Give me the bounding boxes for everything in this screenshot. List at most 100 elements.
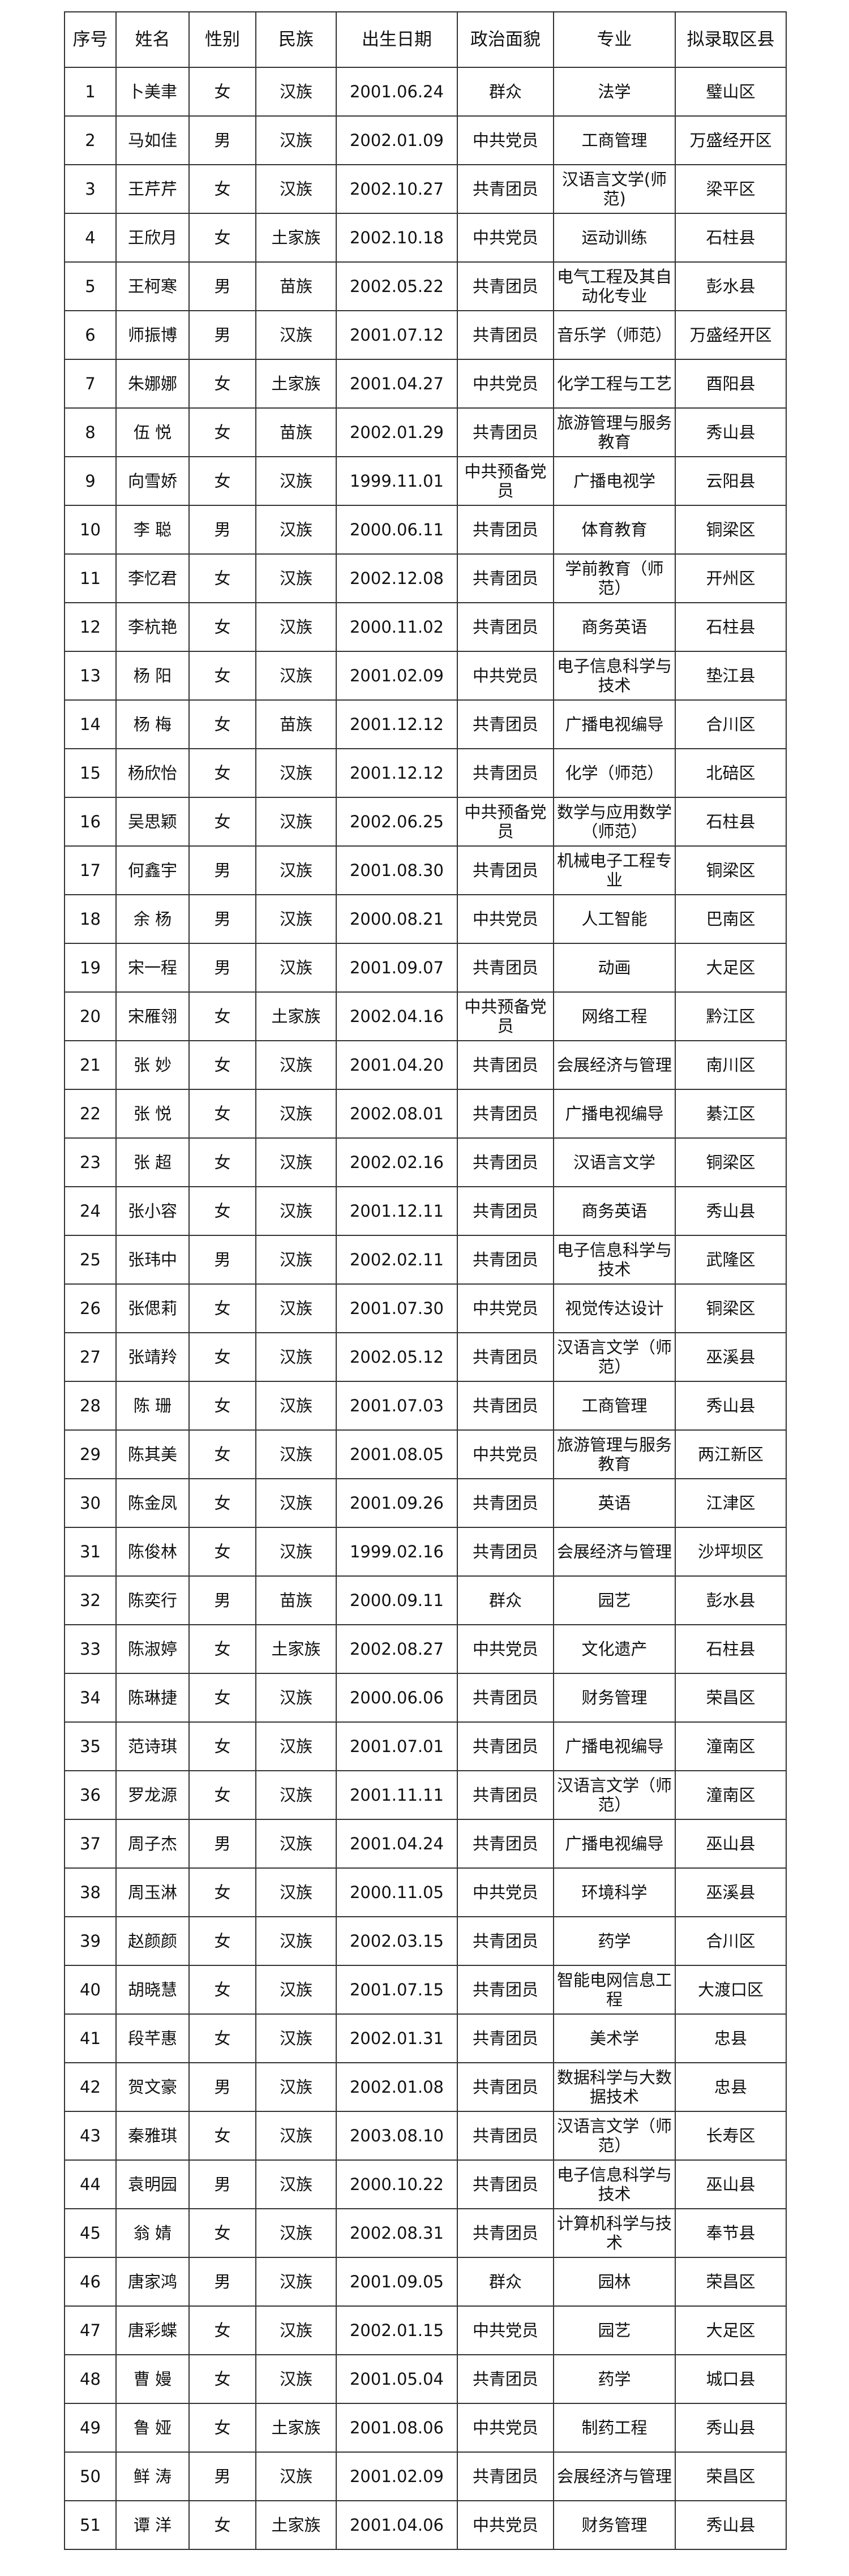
cell-gender: 男 bbox=[188, 943, 256, 993]
cell-name: 王芹芹 bbox=[115, 164, 190, 214]
cell-gender: 女 bbox=[188, 1381, 256, 1431]
cell-ethnicity: 汉族 bbox=[255, 67, 337, 117]
cell-index: 34 bbox=[64, 1673, 117, 1723]
table-row: 15 杨欣怡女汉族 2001.12.12 共青团员 化学（师范） 北碚区 bbox=[64, 748, 787, 798]
cell-gender: 女 bbox=[188, 748, 256, 798]
cell-birthdate: 2002.02.11 bbox=[336, 1235, 458, 1285]
cell-district: 巫溪县 bbox=[675, 1867, 787, 1917]
table-row: 23 张 超女汉族 2002.02.16 共青团员 汉语言文学 铜梁区 bbox=[64, 1137, 787, 1187]
cell-index: 46 bbox=[64, 2257, 117, 2307]
cell-name: 卜美聿 bbox=[115, 67, 190, 117]
cell-ethnicity: 土家族 bbox=[255, 2500, 337, 2550]
cell-gender: 女 bbox=[188, 1624, 256, 1674]
cell-index: 23 bbox=[64, 1137, 117, 1187]
cell-index: 11 bbox=[64, 553, 117, 603]
cell-district: 武隆区 bbox=[675, 1235, 787, 1285]
cell-gender: 男 bbox=[188, 1235, 256, 1285]
table-row: 24 张小容女汉族 2001.12.11 共青团员 商务英语 秀山县 bbox=[64, 1186, 787, 1236]
cell-major: 药学 bbox=[553, 2354, 676, 2404]
cell-name: 张 悦 bbox=[115, 1089, 190, 1139]
cell-district: 铜梁区 bbox=[675, 505, 787, 555]
cell-ethnicity: 汉族 bbox=[255, 505, 337, 555]
cell-gender: 女 bbox=[188, 1283, 256, 1333]
cell-index: 38 bbox=[64, 1867, 117, 1917]
cell-name: 李 聪 bbox=[115, 505, 190, 555]
cell-political-status: 中共党员 bbox=[457, 1283, 554, 1333]
cell-political-status: 中共预备党员 bbox=[457, 456, 554, 506]
cell-name: 周玉淋 bbox=[115, 1867, 190, 1917]
table-row: 2 马如佳男汉族 2002.01.09 中共党员 工商管理 万盛经开区 bbox=[64, 115, 787, 165]
cell-index: 15 bbox=[64, 748, 117, 798]
cell-major: 环境科学 bbox=[553, 1867, 676, 1917]
header-name: 姓名 bbox=[115, 11, 190, 68]
cell-index: 28 bbox=[64, 1381, 117, 1431]
cell-district: 合川区 bbox=[675, 1916, 787, 1966]
cell-political-status: 中共党员 bbox=[457, 359, 554, 409]
cell-gender: 男 bbox=[188, 2159, 256, 2209]
cell-district: 綦江区 bbox=[675, 1089, 787, 1139]
cell-name: 陈 珊 bbox=[115, 1381, 190, 1431]
cell-political-status: 共青团员 bbox=[457, 1332, 554, 1382]
admission-list-table: 序号 姓名 性别 民族 出生日期 政治面貌 专业 拟录取区县 1 卜美聿女汉族 20… bbox=[64, 11, 787, 2550]
cell-political-status: 共青团员 bbox=[457, 2208, 554, 2258]
cell-district: 梁平区 bbox=[675, 164, 787, 214]
cell-district: 城口县 bbox=[675, 2354, 787, 2404]
cell-district: 彭水县 bbox=[675, 261, 787, 311]
cell-name: 陈俊林 bbox=[115, 1527, 190, 1577]
cell-index: 7 bbox=[64, 359, 117, 409]
cell-gender: 女 bbox=[188, 2403, 256, 2453]
table-row: 45 翁 婧女汉族 2002.08.31 共青团员 计算机科学与技术 奉节县 bbox=[64, 2208, 787, 2258]
cell-name: 杨欣怡 bbox=[115, 748, 190, 798]
cell-birthdate: 2001.08.05 bbox=[336, 1429, 458, 1479]
cell-political-status: 中共党员 bbox=[457, 1867, 554, 1917]
cell-major: 园林 bbox=[553, 2257, 676, 2307]
table-row: 19 宋一程男汉族 2001.09.07 共青团员 动画 大足区 bbox=[64, 943, 787, 993]
cell-name: 师振博 bbox=[115, 310, 190, 360]
cell-district: 铜梁区 bbox=[675, 1137, 787, 1187]
cell-political-status: 中共预备党员 bbox=[457, 797, 554, 847]
cell-index: 8 bbox=[64, 407, 117, 457]
cell-birthdate: 2001.04.27 bbox=[336, 359, 458, 409]
cell-major: 制药工程 bbox=[553, 2403, 676, 2453]
cell-district: 荣昌区 bbox=[675, 2257, 787, 2307]
cell-index: 2 bbox=[64, 115, 117, 165]
table-row: 28 陈 珊女汉族 2001.07.03 共青团员 工商管理 秀山县 bbox=[64, 1381, 787, 1431]
cell-gender: 男 bbox=[188, 1819, 256, 1869]
cell-name: 曹 嫚 bbox=[115, 2354, 190, 2404]
cell-major: 广播电视编导 bbox=[553, 699, 676, 749]
cell-birthdate: 2000.06.11 bbox=[336, 505, 458, 555]
cell-index: 22 bbox=[64, 1089, 117, 1139]
cell-district: 石柱县 bbox=[675, 213, 787, 263]
cell-index: 19 bbox=[64, 943, 117, 993]
cell-ethnicity: 汉族 bbox=[255, 894, 337, 944]
cell-major: 数学与应用数学（师范） bbox=[553, 797, 676, 847]
cell-name: 张 妙 bbox=[115, 1040, 190, 1090]
cell-ethnicity: 汉族 bbox=[255, 797, 337, 847]
cell-gender: 男 bbox=[188, 115, 256, 165]
cell-index: 6 bbox=[64, 310, 117, 360]
header-major: 专业 bbox=[553, 11, 676, 68]
table-row: 18 余 杨男汉族 2000.08.21 中共党员 人工智能 巴南区 bbox=[64, 894, 787, 944]
cell-name: 陈其美 bbox=[115, 1429, 190, 1479]
cell-ethnicity: 汉族 bbox=[255, 2111, 337, 2161]
cell-birthdate: 2002.08.31 bbox=[336, 2208, 458, 2258]
table-row: 47 唐彩蝶女汉族 2002.01.15 中共党员 园艺 大足区 bbox=[64, 2305, 787, 2355]
table-row: 38 周玉淋女汉族 2000.11.05 中共党员 环境科学 巫溪县 bbox=[64, 1867, 787, 1917]
cell-gender: 女 bbox=[188, 1916, 256, 1966]
cell-district: 石柱县 bbox=[675, 602, 787, 652]
cell-birthdate: 2001.12.12 bbox=[336, 748, 458, 798]
cell-ethnicity: 汉族 bbox=[255, 1965, 337, 2015]
cell-gender: 女 bbox=[188, 407, 256, 457]
cell-major: 会展经济与管理 bbox=[553, 1040, 676, 1090]
cell-political-status: 中共党员 bbox=[457, 2305, 554, 2355]
cell-gender: 女 bbox=[188, 1673, 256, 1723]
cell-birthdate: 2001.07.01 bbox=[336, 1721, 458, 1771]
cell-political-status: 共青团员 bbox=[457, 845, 554, 895]
cell-major: 电子信息科学与技术 bbox=[553, 1235, 676, 1285]
cell-political-status: 共青团员 bbox=[457, 2354, 554, 2404]
cell-ethnicity: 汉族 bbox=[255, 2305, 337, 2355]
cell-gender: 女 bbox=[188, 2354, 256, 2404]
cell-birthdate: 2003.08.10 bbox=[336, 2111, 458, 2161]
cell-major: 音乐学（师范） bbox=[553, 310, 676, 360]
header-index: 序号 bbox=[64, 11, 117, 68]
